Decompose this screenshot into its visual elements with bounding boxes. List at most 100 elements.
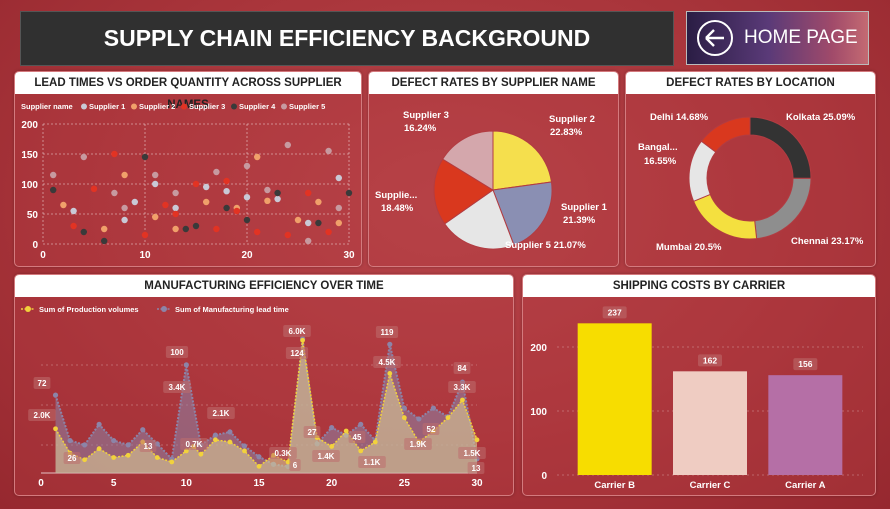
production-data-label: 0.7K xyxy=(186,440,203,449)
production-data-label: 1.4K xyxy=(318,452,335,461)
lead-time-data-label-bg xyxy=(348,431,366,443)
donut-label: Kolkata 25.09% xyxy=(786,112,856,123)
lead-time-data-label-bg xyxy=(453,362,471,374)
production-point xyxy=(372,439,378,445)
lead-time-data-label: 100 xyxy=(170,348,184,357)
pie-slice-label: Supplier 3 xyxy=(403,110,449,121)
lead-time-data-label-bg xyxy=(63,452,81,464)
production-point xyxy=(96,446,102,452)
lead-time-data-label: 27 xyxy=(308,428,317,437)
lead-time-point xyxy=(82,442,88,448)
scatter-point xyxy=(111,150,118,158)
mfg-panel: MANUFACTURING EFFICIENCY OVER TIME Sum o… xyxy=(14,274,514,496)
lead-time-point xyxy=(183,362,189,368)
lead-time-point xyxy=(212,432,218,438)
defect-supplier-title: DEFECT RATES BY SUPPLIER NAME xyxy=(369,72,618,94)
lead-time-point xyxy=(430,405,436,411)
lead-time-data-label-bg xyxy=(303,426,321,438)
scatter-point xyxy=(284,141,291,149)
production-data-label-bg xyxy=(180,438,208,450)
production-data-label-bg xyxy=(448,381,476,393)
scatter-point xyxy=(50,171,57,179)
area-x-tick: 30 xyxy=(471,478,483,489)
defect-location-panel: DEFECT RATES BY LOCATION Kolkata 25.09% C… xyxy=(625,71,876,267)
scatter-point xyxy=(223,188,230,195)
bar xyxy=(577,323,652,475)
scatter-point xyxy=(254,228,261,236)
production-data-label-bg xyxy=(404,438,432,450)
scatter-point xyxy=(243,162,251,170)
production-point xyxy=(82,457,87,463)
scatter-point xyxy=(305,189,312,197)
scatter-point xyxy=(60,201,67,209)
scatter-point xyxy=(203,183,210,191)
scatter-point xyxy=(325,228,332,236)
scatter-title: LEAD TIMES VS ORDER QUANTITY ACROSS SUPP… xyxy=(15,72,361,111)
scatter-point xyxy=(305,219,312,227)
area-x-tick: 0 xyxy=(38,478,44,489)
production-data-label: 3.4K xyxy=(169,383,186,392)
scatter-point xyxy=(172,189,179,197)
scatter-point xyxy=(162,201,169,209)
area-legend-label: Sum of Production volumes xyxy=(39,305,139,314)
bar-chart[interactable]: 0 100 200 237 Carrier B 162 Carrier C 156 Carrie… xyxy=(523,275,875,495)
pie-slice-value: 16.24% xyxy=(404,123,437,134)
pie-slice-value: 21.39% xyxy=(563,215,596,226)
production-point xyxy=(285,459,291,465)
pie-slice-value: 18.48% xyxy=(381,203,414,214)
production-data-label: 3.3K xyxy=(454,383,471,392)
shipping-panel: SHIPPING COSTS BY CARRIER 0 100 200 237 Carr… xyxy=(522,274,876,496)
scatter-legend-title: Supplier name xyxy=(21,102,73,111)
area-chart[interactable]: Sum of Production volumes Sum of Manufact… xyxy=(15,275,513,495)
area-legend-marker xyxy=(161,306,167,312)
scatter-legend-label: Supplier 3 xyxy=(189,102,225,111)
production-data-label: 2.1K xyxy=(213,409,230,418)
area-legend-label: Sum of Manufacturing lead time xyxy=(175,305,289,314)
scatter-point xyxy=(284,231,291,239)
scatter-point xyxy=(50,186,57,194)
production-point xyxy=(358,448,364,454)
lead-time-point xyxy=(125,442,131,448)
scatter-point xyxy=(294,216,302,224)
lead-time-point xyxy=(256,454,262,460)
lead-time-point xyxy=(358,421,364,427)
pie-chart[interactable]: Supplier 2 22.83% Supplier 1 21.39% Supplier… xyxy=(369,72,618,266)
production-area xyxy=(55,340,478,473)
lead-time-data-label: 26 xyxy=(68,454,77,463)
lead-time-data-label: 13 xyxy=(144,442,153,451)
scatter-point xyxy=(305,237,312,245)
scatter-point xyxy=(223,177,230,185)
lead-time-point xyxy=(227,429,233,435)
scatter-point xyxy=(172,225,179,233)
area-x-tick: 25 xyxy=(399,478,411,489)
donut-chart[interactable]: Kolkata 25.09% Chennai 23.17% Mumbai 20.5%… xyxy=(626,72,875,266)
scatter-legend-label: Supplier 2 xyxy=(139,102,175,111)
lead-time-data-label-bg xyxy=(139,440,157,452)
scatter-point xyxy=(152,213,159,221)
production-point xyxy=(300,337,305,343)
bar-data-label: 156 xyxy=(798,359,812,369)
scatter-x-tick: 10 xyxy=(139,250,151,261)
scatter-point xyxy=(101,237,108,245)
scatter-point xyxy=(264,186,271,194)
scatter-point xyxy=(70,222,77,230)
scatter-chart[interactable]: Supplier name Supplier 1 Supplier 2 Supplie… xyxy=(15,72,361,266)
scatter-point xyxy=(141,231,149,239)
scatter-point xyxy=(111,189,118,197)
scatter-legend-marker xyxy=(281,103,287,110)
production-point xyxy=(213,437,218,443)
production-point xyxy=(329,444,335,449)
lead-time-point xyxy=(387,341,393,347)
scatter-x-tick: 30 xyxy=(343,250,355,261)
scatter-point xyxy=(182,225,189,233)
scatter-point xyxy=(121,204,128,212)
production-data-label-bg xyxy=(163,381,191,393)
production-point xyxy=(387,371,393,376)
donut-value: 16.55% xyxy=(644,156,677,167)
donut-label: Bangal... xyxy=(638,142,678,153)
shipping-title: SHIPPING COSTS BY CARRIER xyxy=(523,275,875,297)
home-page-button[interactable]: HOME PAGE xyxy=(686,11,869,65)
scatter-y-tick: 200 xyxy=(21,120,38,131)
lead-time-data-label-bg xyxy=(422,423,440,435)
production-data-label-bg xyxy=(28,409,56,421)
